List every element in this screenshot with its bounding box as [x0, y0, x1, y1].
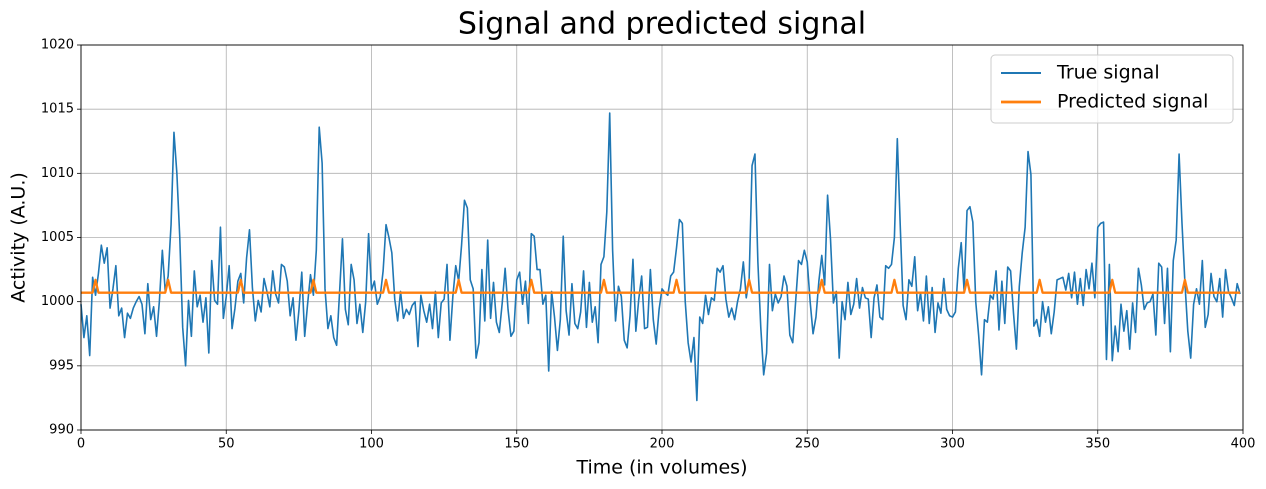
y-tick-label: 990: [49, 423, 74, 438]
legend-label: True signal: [1056, 62, 1160, 84]
series-line: [80, 112, 1241, 402]
chart-title: Signal and predicted signal: [458, 7, 866, 42]
y-axis-label: Activity (A.U.): [8, 172, 30, 303]
x-axis-label: Time (in volumes): [575, 457, 747, 479]
y-tick-label: 1020: [41, 38, 74, 53]
plot-frame: [80, 44, 1244, 431]
legend: True signal Predicted signal: [990, 54, 1234, 124]
x-tick-label: 150: [504, 437, 529, 452]
y-tick-label: 995: [49, 358, 74, 373]
x-tick-label: 0: [77, 437, 85, 452]
x-tick-label: 100: [359, 437, 384, 452]
x-tick-label: 50: [218, 437, 235, 452]
legend-label: Predicted signal: [1057, 91, 1208, 113]
x-tick-label: 250: [795, 437, 820, 452]
series-line: [81, 278, 1241, 294]
y-tick-label: 1000: [41, 294, 74, 309]
x-tick-label: 300: [940, 437, 965, 452]
legend-box: [990, 54, 1234, 124]
x-tick-label: 200: [650, 437, 675, 452]
y-tick-label: 1015: [41, 102, 74, 117]
x-tick-label: 350: [1085, 437, 1110, 452]
y-tick-label: 1010: [41, 166, 74, 181]
x-tick-label: 400: [1231, 437, 1256, 452]
y-tick-label: 1005: [41, 230, 74, 245]
